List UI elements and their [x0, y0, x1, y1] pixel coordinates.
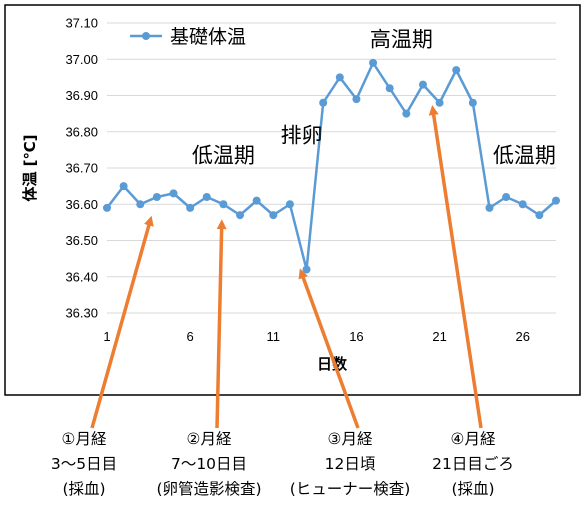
- data-point: [552, 196, 560, 205]
- x-tick-label: 16: [349, 329, 363, 344]
- data-point: [252, 196, 261, 205]
- data-point: [369, 58, 378, 67]
- y-tick-label: 36.60: [65, 197, 98, 212]
- data-point: [219, 200, 228, 209]
- annotation-text: 12日頃: [325, 455, 376, 473]
- x-tick-label: 1: [103, 329, 110, 344]
- annotation-arrow: [428, 105, 483, 429]
- annotation-text: ④月経: [451, 430, 496, 448]
- data-point: [103, 203, 111, 212]
- y-tick-label: 37.00: [65, 52, 98, 67]
- x-tick-label: 26: [516, 329, 530, 344]
- y-tick-label: 36.30: [65, 306, 98, 321]
- annotation-arrow: [90, 215, 154, 429]
- data-point: [236, 211, 245, 220]
- phase-label: 低温期: [192, 144, 255, 168]
- data-point: [319, 98, 328, 107]
- phase-label: 低温期: [493, 144, 556, 168]
- chart-frame: [4, 4, 581, 396]
- y-tick-label: 36.90: [65, 88, 98, 103]
- x-tick-label: 21: [432, 329, 446, 344]
- annotation-text: ①月経: [62, 430, 107, 448]
- data-point: [202, 193, 211, 201]
- y-tick-label: 36.80: [65, 124, 98, 139]
- data-point: [435, 98, 444, 107]
- x-axis-label: 日数: [317, 355, 348, 373]
- data-point: [352, 95, 361, 104]
- legend-label: 基礎体温: [170, 26, 246, 48]
- data-point: [119, 182, 128, 191]
- x-tick-label: 6: [187, 329, 194, 344]
- y-axis-label: 体温 [℃]: [21, 134, 39, 201]
- annotation-text: (採血): [451, 480, 494, 498]
- phase-label: 高温期: [370, 28, 433, 52]
- data-point: [186, 203, 195, 212]
- y-tick-label: 36.50: [65, 233, 98, 248]
- annotation-text: ③月経: [328, 430, 373, 448]
- legend-marker: [142, 32, 150, 40]
- annotation-text: (採血): [62, 480, 105, 498]
- annotation-text: (卵管造影検査): [156, 480, 261, 498]
- data-point: [302, 265, 311, 274]
- data-point: [485, 203, 494, 212]
- annotation-text: ②月経: [187, 430, 232, 448]
- annotation-text: (ヒューナー検査): [290, 480, 411, 498]
- data-point: [136, 200, 145, 209]
- data-point: [152, 193, 161, 201]
- x-axis-ticks: 1 6 11 16 21 26: [103, 329, 530, 344]
- annotation-arrows: [90, 105, 483, 429]
- annotation-arrow: [215, 219, 227, 429]
- annotation-text: 7〜10日目: [171, 455, 247, 473]
- annotation-text: 3〜5日目: [51, 455, 117, 473]
- annotations: ①月経 3〜5日目 (採血) ②月経 7〜10日目 (卵管造影検査) ③月経 12日頃 (ヒュー…: [51, 430, 514, 498]
- data-point: [269, 211, 278, 220]
- data-point: [452, 66, 461, 75]
- y-tick-label: 36.70: [65, 161, 98, 176]
- annotation-arrow: [298, 268, 360, 429]
- data-point: [285, 200, 294, 209]
- legend: 基礎体温: [130, 26, 246, 48]
- y-tick-label: 36.40: [65, 269, 98, 284]
- x-tick-label: 11: [267, 329, 281, 344]
- gridlines: [107, 22, 556, 314]
- series-polyline: [106, 61, 557, 271]
- data-point: [518, 200, 527, 209]
- y-axis-ticks: 37.10 37.00 36.90 36.80 36.70 36.60 36.50 36.40…: [65, 16, 98, 321]
- data-point: [169, 189, 178, 198]
- data-point: [402, 109, 411, 118]
- phase-label: 排卵: [281, 124, 323, 148]
- data-point: [502, 193, 511, 201]
- y-tick-label: 37.10: [65, 16, 98, 31]
- data-point: [385, 84, 394, 93]
- series-line: [103, 58, 560, 274]
- data-point: [535, 211, 544, 220]
- data-point: [335, 73, 344, 82]
- data-point: [468, 98, 477, 107]
- annotation-text: 21日目ごろ: [432, 455, 514, 473]
- data-point: [418, 80, 427, 89]
